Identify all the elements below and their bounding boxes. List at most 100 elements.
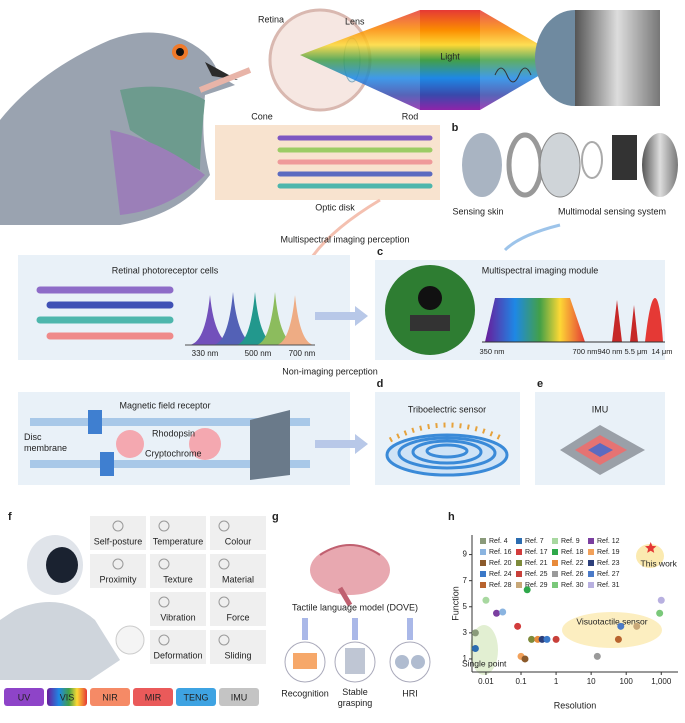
label: Cone	[251, 111, 273, 121]
capability-label: Material	[222, 574, 254, 584]
shape	[470, 625, 498, 675]
annotation: Single point	[462, 658, 507, 668]
legend-swatch	[480, 582, 486, 588]
shape	[275, 295, 315, 345]
legend-swatch	[516, 549, 522, 555]
legend-label: Ref. 24	[489, 571, 512, 578]
data-point	[645, 542, 657, 553]
label: Cryptochrome	[145, 448, 202, 458]
shape	[188, 295, 235, 345]
label: Sensing skin	[452, 206, 503, 216]
label: 940 nm	[597, 347, 622, 356]
data-point	[528, 635, 536, 643]
label: Multispectral imaging perception	[280, 234, 409, 244]
modality-box	[47, 688, 87, 706]
capability-label: Sliding	[224, 650, 251, 660]
pigeon-illustration	[0, 32, 238, 225]
legend-swatch	[516, 560, 522, 566]
label: Triboelectric sensor	[408, 404, 486, 414]
label: 700 nm	[289, 349, 316, 358]
shape	[645, 298, 663, 342]
data-point	[471, 645, 479, 653]
shape	[395, 655, 409, 669]
label: 5.5 μm	[624, 347, 647, 356]
shape	[310, 545, 390, 595]
shape	[636, 544, 664, 568]
legend-label: Ref. 28	[489, 582, 512, 589]
shape	[420, 10, 480, 110]
eye-illustration	[198, 8, 660, 112]
photoreceptor-spectrum	[185, 292, 315, 346]
legend-label: Ref. 31	[597, 582, 620, 589]
capability-icon	[112, 558, 124, 570]
legend-swatch	[588, 582, 594, 588]
legend-label: Ref. 18	[561, 549, 584, 556]
modality-label: UV	[18, 692, 31, 702]
capability-icon	[158, 634, 170, 646]
legend-swatch	[552, 560, 558, 566]
capability-cell	[210, 516, 266, 550]
modality-box	[4, 688, 44, 706]
legend-swatch	[516, 571, 522, 577]
data-point	[482, 596, 490, 604]
label: Non-imaging perception	[282, 366, 378, 376]
data-point	[593, 652, 601, 660]
legend-swatch	[588, 571, 594, 577]
legend-swatch	[552, 571, 558, 577]
capability-icon	[218, 520, 230, 532]
shape	[88, 410, 102, 434]
label: Tactile language model (DOVE)	[292, 602, 418, 612]
label: Recognition	[281, 688, 329, 698]
y-tick-label: 1	[463, 654, 468, 663]
shape	[116, 430, 144, 458]
legend-swatch	[588, 538, 594, 544]
modality-label: TENG	[183, 692, 208, 702]
scatter-chart: 1 3 5 7 9 0.01 0.1 1 10 100 1,000 Resolution Functio…	[450, 535, 678, 710]
shape	[115, 625, 145, 655]
legend-swatch	[516, 538, 522, 544]
data-point	[514, 622, 522, 630]
legend-swatch	[552, 538, 558, 544]
label: Multispectral imaging module	[482, 265, 599, 275]
label: f	[8, 511, 12, 523]
shape	[575, 10, 660, 106]
shape	[480, 10, 540, 110]
shape	[562, 612, 662, 648]
legend-label: This work	[641, 558, 678, 568]
shape	[302, 618, 413, 640]
capability-label: Self-posture	[94, 536, 143, 546]
shape	[30, 460, 310, 468]
shape	[293, 653, 317, 669]
shape	[189, 428, 221, 460]
sensor-components	[308, 132, 678, 261]
capability-icon	[218, 634, 230, 646]
shape	[212, 292, 258, 345]
modality-box	[90, 688, 130, 706]
x-tick-label: 100	[620, 677, 634, 686]
modality-label: VIS	[60, 692, 75, 702]
brain-illustration	[284, 544, 431, 683]
modality-label: NIR	[102, 692, 118, 702]
label: h	[448, 511, 455, 523]
data-point	[471, 629, 479, 637]
shape	[277, 135, 433, 189]
capability-cell	[150, 592, 206, 626]
label: g	[272, 511, 279, 523]
capability-cell	[150, 516, 206, 550]
capability-cell	[210, 592, 266, 626]
capability-label: Vibration	[160, 612, 195, 622]
shape	[411, 439, 483, 465]
label: Lens	[345, 16, 365, 26]
capability-label: Deformation	[153, 650, 202, 660]
label: Rod	[402, 111, 419, 121]
shape	[315, 306, 368, 326]
data-point	[543, 635, 551, 643]
capability-cell	[90, 516, 146, 550]
shape	[300, 10, 420, 110]
label: 14 μm	[652, 347, 673, 356]
label: Multimodal sensing system	[558, 206, 666, 216]
capability-icon	[158, 520, 170, 532]
shape	[120, 86, 205, 170]
shape	[397, 436, 497, 470]
